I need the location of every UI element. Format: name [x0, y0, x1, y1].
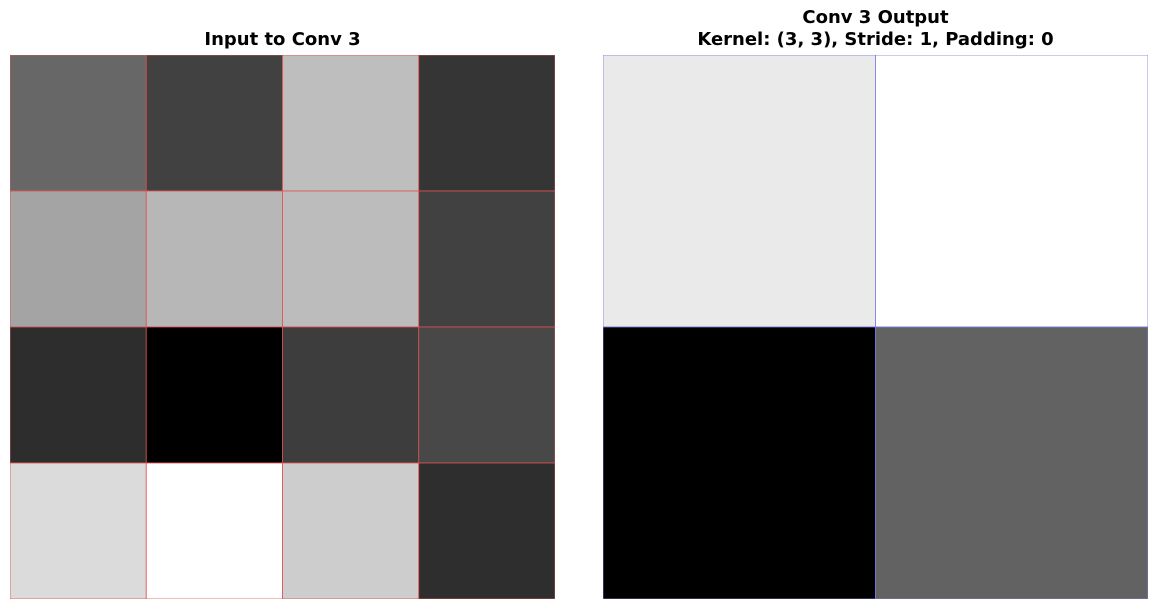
input-cell-r0-c2: [282, 55, 420, 192]
output-cell-r1-c1: [875, 326, 1148, 599]
input-cell-r3-c2: [282, 462, 420, 599]
input-cell-r1-c1: [145, 190, 283, 328]
input-cell-r1-c3: [418, 190, 555, 328]
input-cell-r0-c1: [145, 55, 283, 192]
output-cell-r0-c1: [875, 55, 1148, 328]
output-heatmap-title: Conv 3 Output: [802, 7, 949, 28]
input-cell-r0-c0: [10, 55, 147, 192]
output-heatmap: [603, 55, 1148, 599]
input-cell-r2-c2: [282, 326, 420, 464]
output-cell-r1-c0: [603, 326, 876, 599]
output-heatmap-subtitle: Kernel: (3, 3), Stride: 1, Padding: 0: [697, 29, 1054, 50]
input-heatmap: [10, 55, 555, 599]
input-cell-r0-c3: [418, 55, 555, 192]
input-cell-r2-c0: [10, 326, 147, 464]
input-cell-r1-c2: [282, 190, 420, 328]
input-cell-r3-c1: [145, 462, 283, 599]
input-cell-r2-c3: [418, 326, 555, 464]
input-cell-r2-c1: [145, 326, 283, 464]
input-cell-r1-c0: [10, 190, 147, 328]
input-cell-r3-c0: [10, 462, 147, 599]
output-cell-r0-c0: [603, 55, 876, 328]
input-cell-r3-c3: [418, 462, 555, 599]
input-heatmap-title: Input to Conv 3: [204, 29, 361, 50]
